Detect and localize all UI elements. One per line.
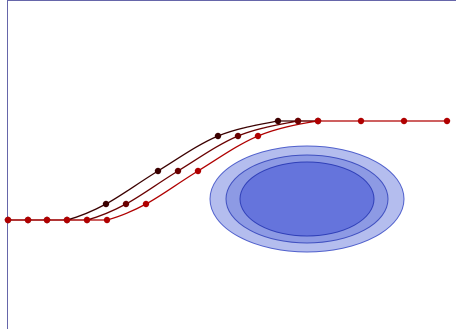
series-2-point-11 — [400, 117, 408, 125]
ellipse-group — [209, 145, 405, 253]
series-0-point-6 — [214, 132, 222, 140]
series-1-point-8 — [294, 117, 302, 125]
series-2-point-10 — [357, 117, 365, 125]
series-2-point-4 — [83, 216, 91, 224]
series-2-point-9 — [314, 117, 322, 125]
series-2-point-6 — [142, 200, 150, 208]
series-1-point-7 — [234, 132, 242, 140]
series-2-point-1 — [24, 216, 32, 224]
series-2-point-0 — [4, 216, 12, 224]
series-2-point-7 — [194, 167, 202, 175]
series-0-point-4 — [102, 200, 110, 208]
series-2-point-3 — [63, 216, 71, 224]
series-2-point-5 — [103, 216, 111, 224]
series-1-point-6 — [174, 167, 182, 175]
series-0-point-7 — [274, 117, 282, 125]
series-2-point-2 — [43, 216, 51, 224]
series-2-point-8 — [254, 132, 262, 140]
series-1-point-5 — [122, 200, 130, 208]
series-0-point-5 — [154, 167, 162, 175]
series-2-point-12 — [443, 117, 451, 125]
ellipse-ring-2 — [239, 161, 375, 237]
series-points — [4, 117, 451, 224]
